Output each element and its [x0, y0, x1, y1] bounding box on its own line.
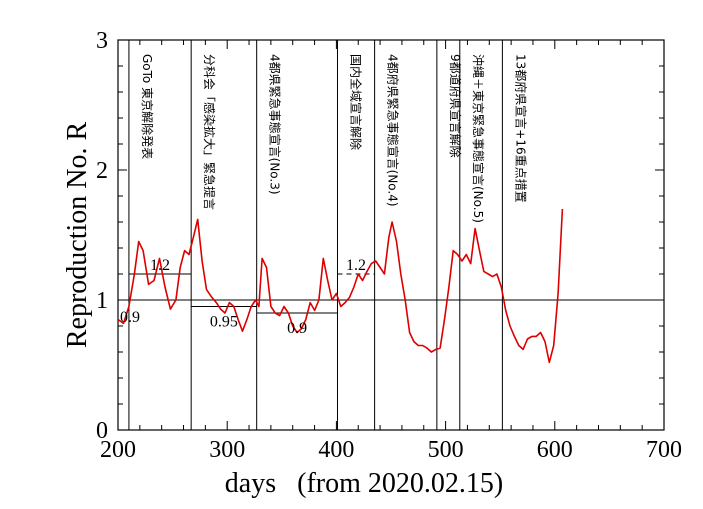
y-axis-title: Reproduction No. R [62, 122, 93, 349]
x-tick-label: 200 [100, 437, 136, 463]
level-label: 1.2 [150, 257, 170, 274]
y-tick-label: 0 [96, 418, 108, 444]
x-tick-label: 400 [318, 437, 354, 463]
event-label: GoTo 東京解除発表 [140, 54, 155, 159]
event-label: 4都府県緊急事態宣言(No.4) [386, 54, 401, 207]
event-lines [128, 40, 503, 430]
level-label: 0.95 [210, 314, 238, 331]
level-label: 1.2 [346, 257, 366, 274]
event-label: 4都県緊急事態宣言(No.3) [268, 54, 283, 195]
event-label: 分科会「感染拡大」緊急提言 [202, 54, 217, 210]
event-label: 13都府県宣言+16重点措置 [513, 54, 528, 203]
y-tick-label: 3 [96, 28, 108, 54]
event-label: 9都道府県宣言解除 [448, 54, 463, 158]
x-tick-label: 600 [537, 437, 573, 463]
y-tick-label: 2 [96, 158, 108, 184]
annotations: GoTo 東京解除発表 分科会「感染拡大」緊急提言 4都県緊急事態宣言(No.3) 国… [120, 54, 528, 337]
plot-frame [117, 39, 665, 431]
x-tick-label: 300 [209, 437, 245, 463]
event-label: 国内全域宣言解除 [348, 54, 363, 150]
level-label: 0.9 [287, 320, 307, 337]
y-tick-label: 1 [96, 288, 108, 314]
axis-ticks [117, 39, 665, 431]
y-tick-labels: 0 1 2 3 [96, 28, 108, 444]
x-tick-label: 700 [646, 437, 682, 463]
level-lines [128, 273, 375, 314]
series-lines [117, 208, 564, 364]
plot-area: GoTo 東京解除発表 分科会「感染拡大」緊急提言 4都県緊急事態宣言(No.3) 国… [117, 39, 665, 431]
x-axis-title: days (from 2020.02.15) [225, 468, 503, 499]
series-line [117, 208, 564, 364]
level-label: 0.9 [120, 309, 140, 326]
event-label: 沖縄＋東京緊急事態宣言(No.5) [471, 54, 486, 223]
x-tick-labels: 200 300 400 500 600 700 [100, 437, 682, 463]
x-tick-label: 500 [428, 437, 464, 463]
